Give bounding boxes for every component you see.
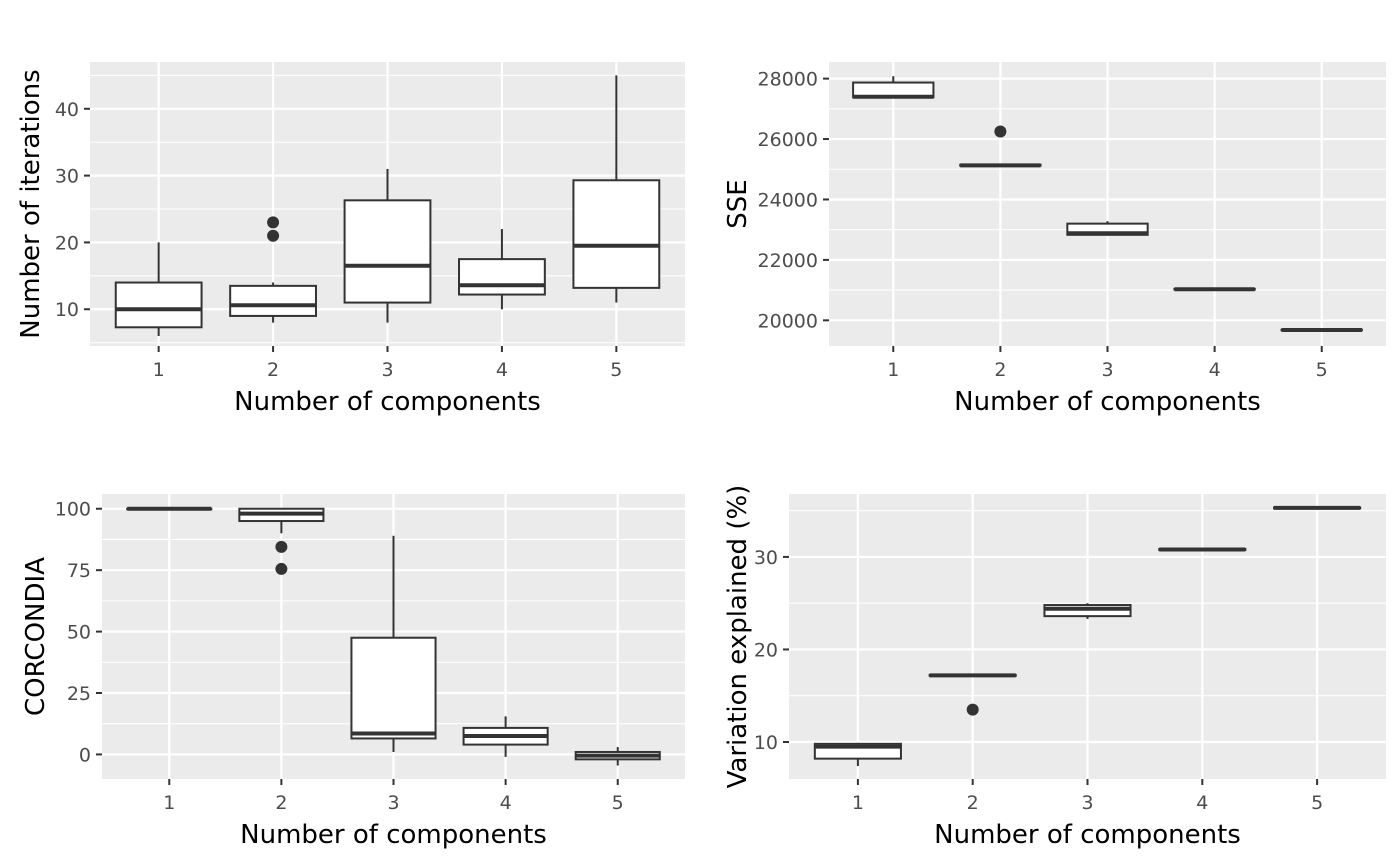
box-5 <box>1273 505 1362 510</box>
y-tick-label: 30 <box>55 166 79 188</box>
x-tick-label: 3 <box>381 359 393 381</box>
box-2 <box>959 125 1042 168</box>
box-1 <box>114 242 203 336</box>
x-tick-label: 3 <box>1081 792 1093 814</box>
box-5 <box>1280 327 1363 332</box>
y-axis-title: Variation explained (%) <box>723 485 753 789</box>
panel-3: 0 25 50 75 100 1 2 3 4 5 Number of components CORCO… <box>21 494 685 850</box>
x-tick-label: 1 <box>887 359 899 381</box>
y-tick-label: 28000 <box>758 69 818 91</box>
y-tick-label: 20000 <box>758 310 818 332</box>
outlier-point <box>267 216 280 229</box>
box-1 <box>852 76 935 99</box>
box-body <box>229 284 317 317</box>
x-tick-label: 4 <box>1196 792 1208 814</box>
x-tick-label: 2 <box>275 792 287 814</box>
box-3 <box>350 535 437 752</box>
box-1 <box>126 506 213 511</box>
y-tick-label: 20 <box>754 639 778 661</box>
box-5 <box>572 75 661 303</box>
y-tick-label: 22000 <box>758 250 818 272</box>
box-4 <box>1158 547 1247 552</box>
outlier-point <box>966 703 979 716</box>
panel-1: 10 20 30 40 1 2 3 4 5 Number of components Number … <box>16 62 685 417</box>
y-axis-title: Number of iterations <box>16 69 46 338</box>
y-tick-label: 30 <box>754 547 778 569</box>
box-5 <box>574 747 661 766</box>
box-2 <box>238 507 325 575</box>
box-body <box>114 281 203 329</box>
outlier-point <box>994 125 1007 138</box>
box-body <box>458 258 546 296</box>
box-4 <box>458 229 546 310</box>
x-axis-title: Number of components <box>240 820 547 850</box>
box-3 <box>1043 603 1132 619</box>
y-tick-label: 100 <box>55 499 91 521</box>
x-axis-title: Number of components <box>954 387 1261 417</box>
x-tick-label: 5 <box>1311 792 1323 814</box>
x-tick-label: 2 <box>967 792 979 814</box>
box-3 <box>343 168 432 323</box>
box-body <box>343 199 432 304</box>
panel-4: 10 20 30 1 2 3 4 5 Number of components Variation… <box>723 485 1386 850</box>
box-4 <box>1173 287 1256 292</box>
x-tick-label: 3 <box>1101 359 1113 381</box>
x-tick-label: 5 <box>612 792 624 814</box>
box-body <box>572 179 661 289</box>
outlier-point <box>275 562 288 575</box>
x-tick-label: 5 <box>610 359 622 381</box>
panel-2: 20000 22000 24000 26000 28000 1 2 3 4 5 Number of … <box>723 62 1386 417</box>
x-tick-label: 4 <box>500 792 512 814</box>
x-tick-label: 2 <box>267 359 279 381</box>
y-tick-label: 40 <box>55 99 79 121</box>
x-tick-label: 5 <box>1316 359 1328 381</box>
x-tick-label: 3 <box>387 792 399 814</box>
x-tick-label: 2 <box>994 359 1006 381</box>
outlier-point <box>275 540 288 553</box>
y-tick-label: 24000 <box>758 189 818 211</box>
y-tick-label: 75 <box>67 560 91 582</box>
y-tick-label: 50 <box>67 622 91 644</box>
box-body <box>350 636 437 740</box>
box-4 <box>462 716 549 757</box>
y-tick-label: 25 <box>67 683 91 705</box>
box-2 <box>928 673 1017 716</box>
x-tick-label: 1 <box>852 792 864 814</box>
y-axis-title: CORCONDIA <box>21 557 51 716</box>
y-axis-title: SSE <box>723 179 753 228</box>
x-tick-label: 4 <box>1209 359 1221 381</box>
x-tick-label: 1 <box>163 792 175 814</box>
x-tick-label: 1 <box>153 359 165 381</box>
y-tick-label: 0 <box>79 744 91 766</box>
y-tick-label: 10 <box>754 732 778 754</box>
outlier-point <box>267 229 280 242</box>
y-tick-label: 10 <box>55 299 79 321</box>
box-2 <box>229 216 317 323</box>
y-tick-label: 26000 <box>758 129 818 151</box>
x-tick-label: 4 <box>496 359 508 381</box>
y-tick-label: 20 <box>55 232 79 254</box>
box-1 <box>813 742 902 767</box>
x-axis-title: Number of components <box>234 387 541 417</box>
box-3 <box>1066 221 1149 236</box>
x-axis-title: Number of components <box>934 820 1241 850</box>
